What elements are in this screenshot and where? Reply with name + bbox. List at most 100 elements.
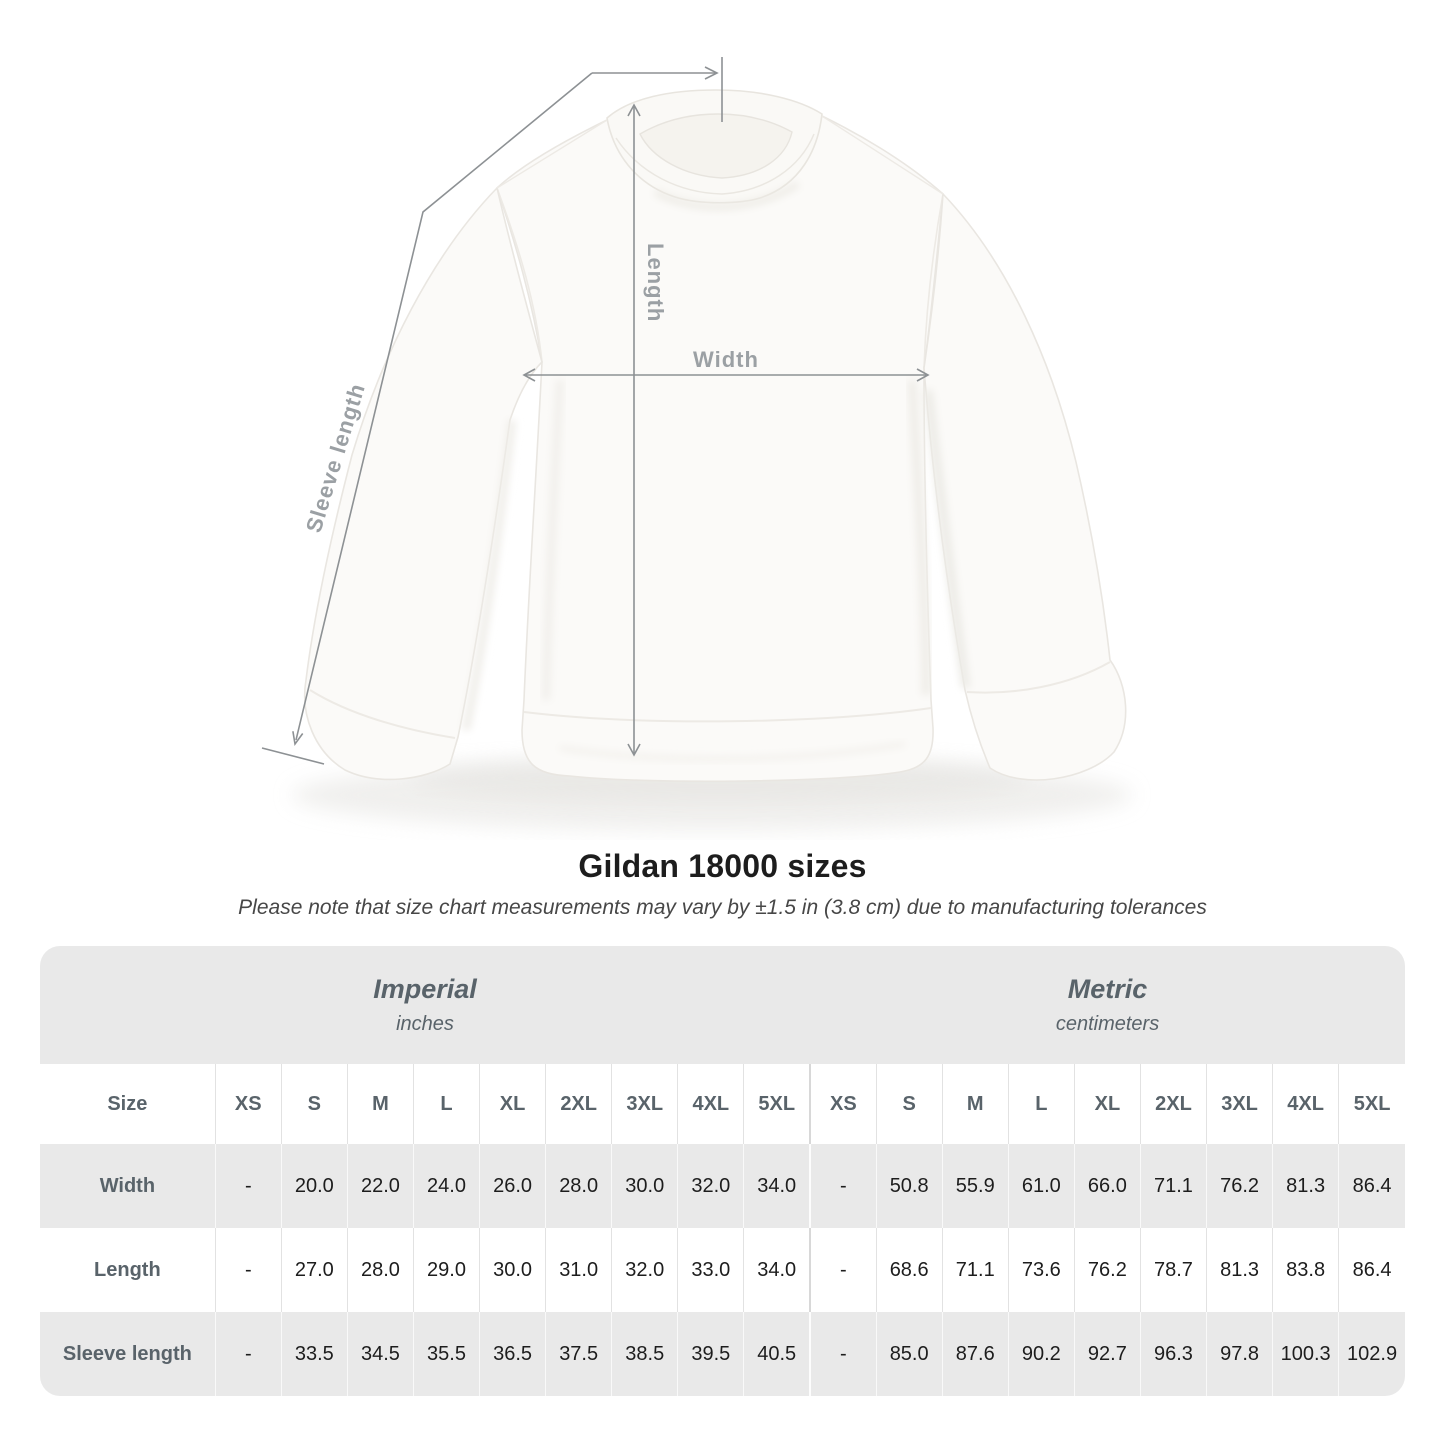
hem-wrinkle	[559, 742, 906, 761]
cell-metric-sleeve-length: 100.3	[1272, 1312, 1339, 1396]
sweatshirt-diagram: Length Width Sleeve length	[261, 57, 1132, 831]
size-header-imperial-5xl: 5XL	[743, 1064, 811, 1144]
body-fold-right	[907, 379, 931, 696]
length-top-arrowhead	[627, 103, 641, 117]
cell-metric-length: 83.8	[1272, 1228, 1339, 1312]
cell-imperial-width: 24.0	[412, 1144, 480, 1228]
length-bottom-arrowhead	[627, 743, 641, 757]
cell-metric-width: 81.3	[1272, 1144, 1339, 1228]
width-label: Width	[693, 347, 759, 372]
right-sleeve	[923, 192, 1127, 781]
size-header-metric-xs: XS	[809, 1064, 877, 1144]
cell-imperial-width: -	[214, 1144, 282, 1228]
cell-imperial-width: 34.0	[743, 1144, 811, 1228]
width-right-arrowhead	[916, 368, 930, 382]
size-header-metric-xl: XL	[1073, 1064, 1141, 1144]
size-table: Imperial inches Metric centimeters Size …	[40, 946, 1405, 1396]
imperial-group-header: Imperial inches	[40, 946, 811, 1064]
cell-metric-length: 81.3	[1206, 1228, 1273, 1312]
cell-imperial-length: 29.0	[412, 1228, 480, 1312]
cell-imperial-sleeve-length: 36.5	[479, 1312, 546, 1396]
size-corner-label: Size	[40, 1064, 216, 1144]
cell-metric-length: 86.4	[1338, 1228, 1405, 1312]
row-label: Sleeve length	[62, 1342, 192, 1365]
right-armhole-seam	[923, 193, 944, 369]
cell-metric-width: 61.0	[1007, 1144, 1075, 1228]
cell-metric-width: 66.0	[1073, 1144, 1141, 1228]
unit-group-header-row: Imperial inches Metric centimeters	[40, 946, 1405, 1064]
cell-metric-sleeve-length: 90.2	[1007, 1312, 1075, 1396]
size-header-imperial-2xl: 2XL	[545, 1064, 612, 1144]
measurement-row: Width -20.0 22.0 24.0 26.0 28.0 30.0 32.0 34.0-5…	[40, 1144, 1405, 1228]
measurement-row: Sleeve length -33.5 34.5 35.5 36.5 37.5 38.5 39…	[40, 1312, 1405, 1396]
cell-imperial-sleeve-length: 38.5	[611, 1312, 678, 1396]
cell-metric-width: 55.9	[941, 1144, 1009, 1228]
cell-metric-sleeve-length: 96.3	[1139, 1312, 1207, 1396]
sleeve-measure-bottom-arrowhead	[292, 731, 304, 747]
width-left-arrowhead	[522, 368, 536, 382]
right-cuff-seam	[966, 661, 1111, 694]
right-shoulder-seam	[821, 115, 944, 195]
left-cuff-seam	[309, 689, 456, 739]
size-header-imperial-xl: XL	[479, 1064, 546, 1144]
cell-metric-length: 71.1	[941, 1228, 1009, 1312]
size-header-metric-s: S	[875, 1064, 943, 1144]
body-fold-left	[542, 379, 564, 701]
right-sleeve-shadow	[923, 389, 971, 689]
measurement-row: Length -27.0 28.0 29.0 30.0 31.0 32.0 33.0 34.0-…	[40, 1228, 1405, 1312]
cell-imperial-sleeve-length: -	[214, 1312, 282, 1396]
size-header-imperial-4xl: 4XL	[677, 1064, 744, 1144]
collar-seam	[615, 133, 815, 195]
collar-opening	[639, 113, 793, 179]
cell-imperial-length: 28.0	[346, 1228, 414, 1312]
row-label: Width	[99, 1174, 156, 1197]
size-header-metric-2xl: 2XL	[1139, 1064, 1207, 1144]
under-collar-shadow	[653, 181, 800, 210]
cell-metric-width: 76.2	[1206, 1144, 1273, 1228]
cell-imperial-length: 34.0	[743, 1228, 811, 1312]
cell-metric-sleeve-length: 85.0	[875, 1312, 943, 1396]
cell-metric-sleeve-length: 97.8	[1206, 1312, 1273, 1396]
length-label: Length	[643, 243, 668, 322]
cell-imperial-width: 28.0	[545, 1144, 612, 1228]
size-table-container: Imperial inches Metric centimeters Size …	[40, 946, 1405, 1396]
cell-imperial-width: 22.0	[346, 1144, 414, 1228]
imperial-group-unit: inches	[396, 1013, 454, 1035]
cell-imperial-sleeve-length: 40.5	[743, 1312, 811, 1396]
cell-metric-sleeve-length: 102.9	[1338, 1312, 1405, 1396]
hem-seam	[523, 707, 932, 723]
cell-imperial-width: 20.0	[280, 1144, 348, 1228]
cell-metric-length: 76.2	[1073, 1228, 1141, 1312]
size-header-metric-l: L	[1007, 1064, 1075, 1144]
cell-imperial-sleeve-length: 33.5	[280, 1312, 348, 1396]
size-header-metric-4xl: 4XL	[1272, 1064, 1339, 1144]
cell-imperial-sleeve-length: 34.5	[346, 1312, 414, 1396]
cell-metric-sleeve-length: 87.6	[941, 1312, 1009, 1396]
page-title: Gildan 18000 sizes	[578, 848, 867, 884]
size-header-imperial-3xl: 3XL	[611, 1064, 678, 1144]
left-armhole-seam	[496, 187, 543, 363]
cell-metric-sleeve-length: 92.7	[1073, 1312, 1141, 1396]
cell-imperial-sleeve-length: 39.5	[677, 1312, 744, 1396]
cell-imperial-length: 30.0	[479, 1228, 546, 1312]
sweatshirt-body	[496, 102, 944, 783]
row-label: Length	[94, 1258, 161, 1281]
metric-group-header: Metric centimeters	[810, 946, 1405, 1064]
cell-metric-length: 73.6	[1007, 1228, 1075, 1312]
size-header-imperial-xs: XS	[214, 1064, 282, 1144]
cell-imperial-sleeve-length: 35.5	[412, 1312, 480, 1396]
left-shoulder-seam	[496, 119, 608, 189]
cell-imperial-width: 26.0	[479, 1144, 546, 1228]
sleeve-measure-right-arrowhead	[704, 66, 719, 80]
cell-imperial-width: 30.0	[611, 1144, 678, 1228]
cell-metric-sleeve-length: -	[809, 1312, 877, 1396]
cell-imperial-length: 27.0	[280, 1228, 348, 1312]
cell-imperial-sleeve-length: 37.5	[545, 1312, 612, 1396]
cell-metric-length: 78.7	[1139, 1228, 1207, 1312]
cell-imperial-length: 31.0	[545, 1228, 612, 1312]
cell-metric-width: 86.4	[1338, 1144, 1405, 1228]
tolerance-note: Please note that size chart measurements…	[238, 896, 1207, 919]
cell-metric-width: 50.8	[875, 1144, 943, 1228]
size-header-imperial-m: M	[346, 1064, 414, 1144]
